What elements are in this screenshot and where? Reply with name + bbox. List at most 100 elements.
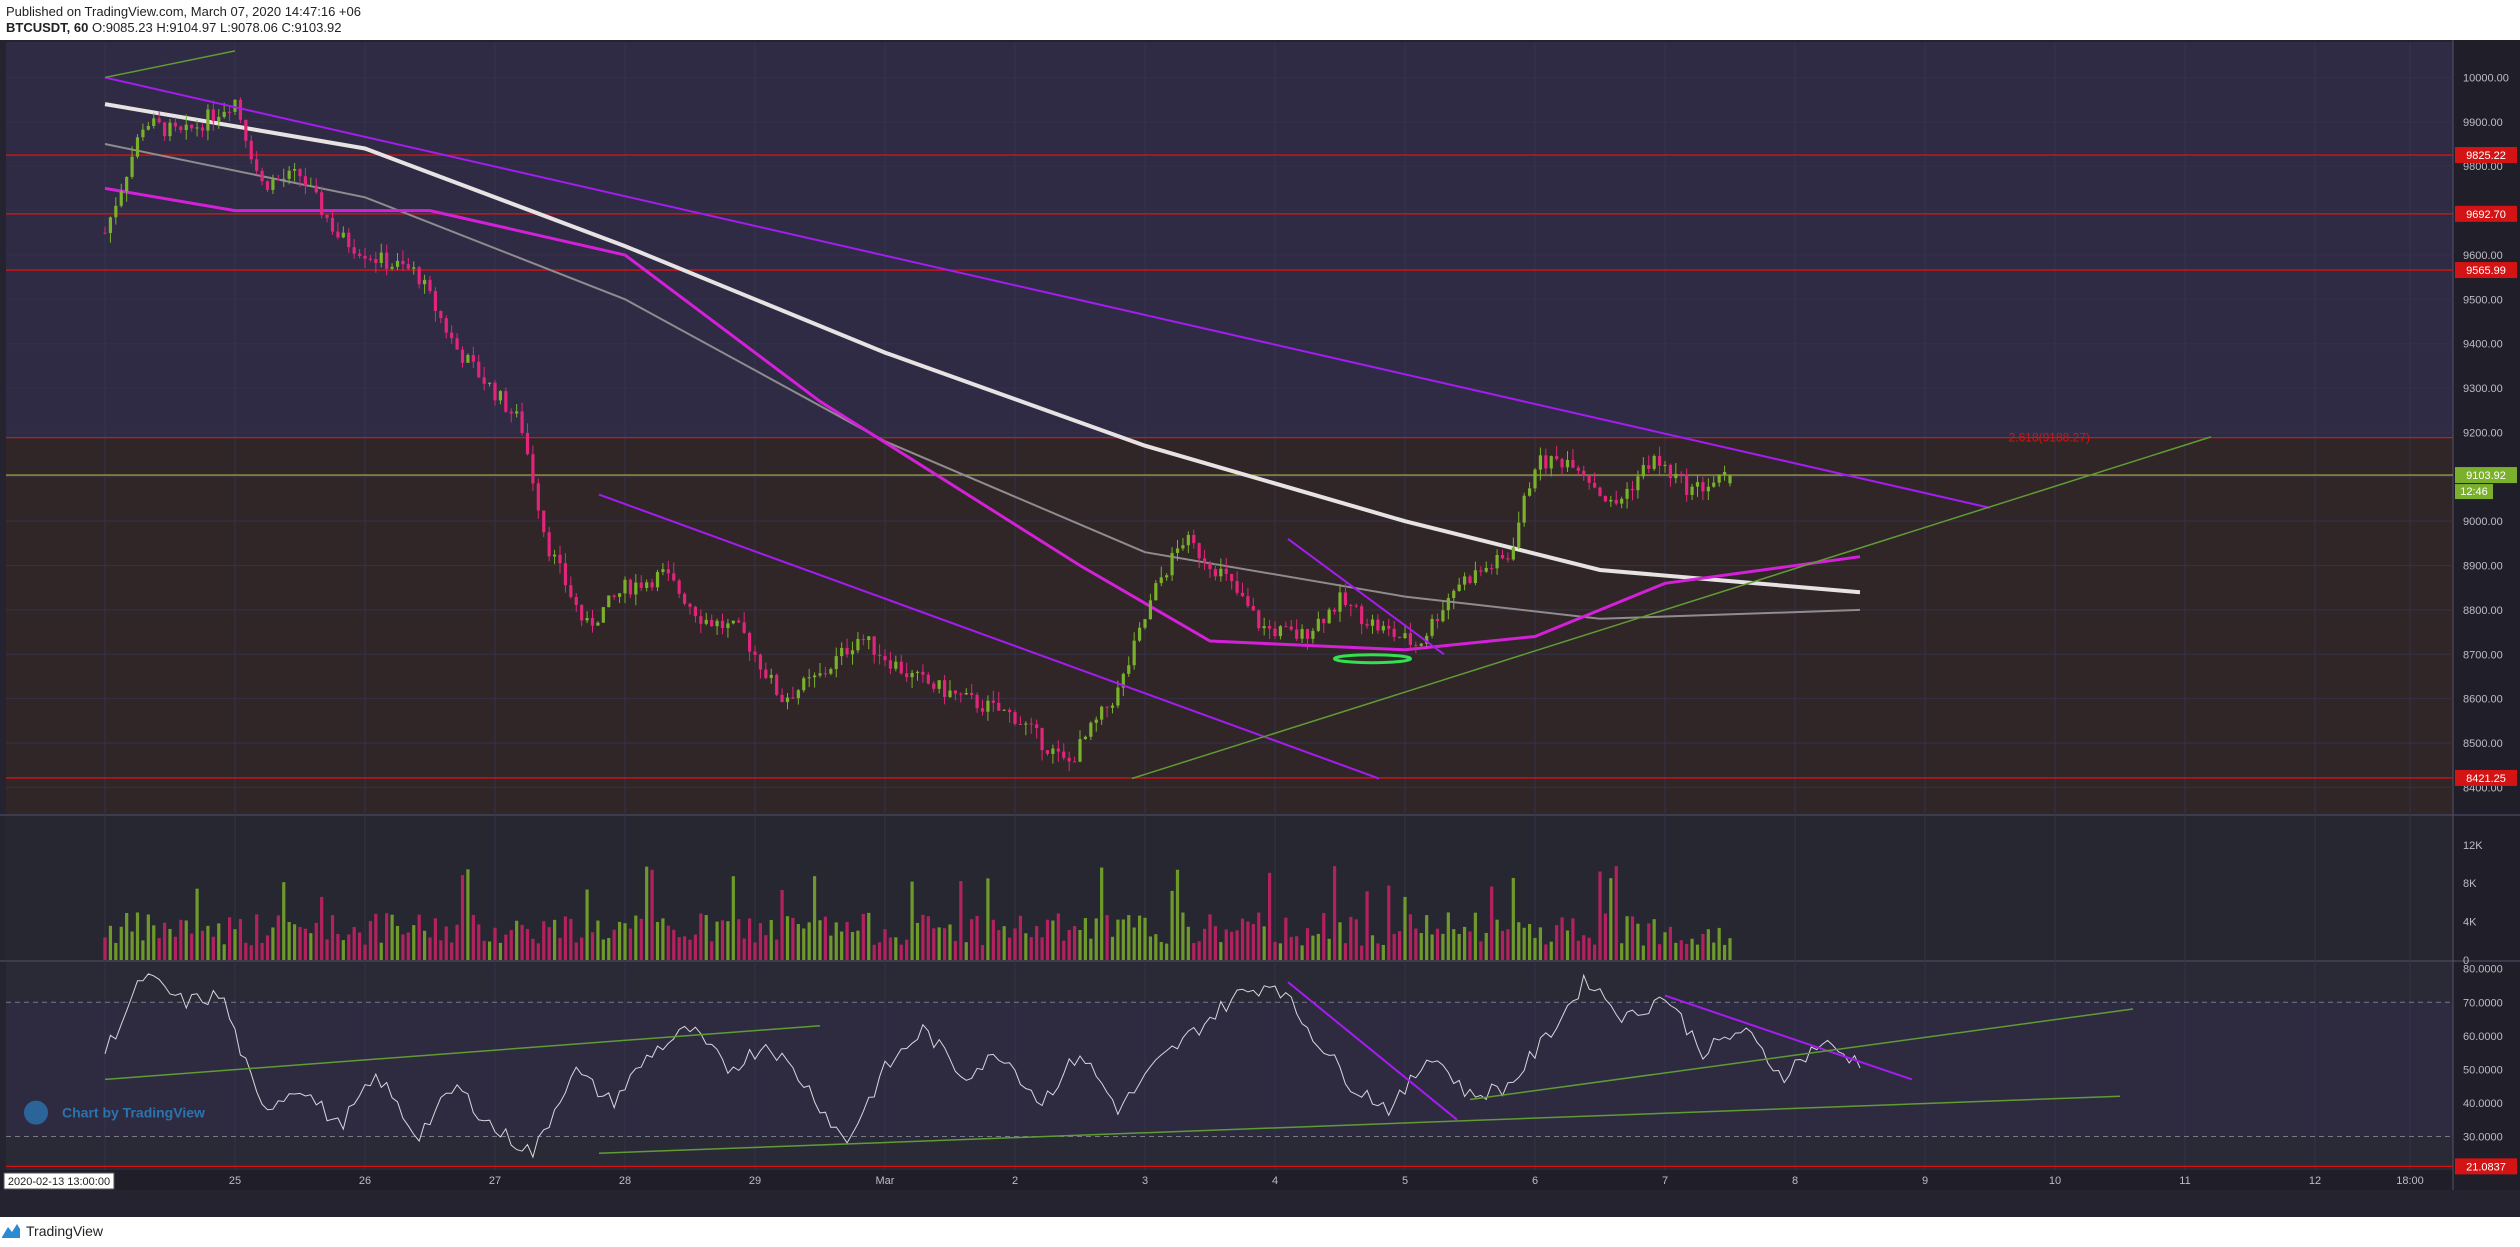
volume-bar	[477, 924, 481, 960]
candle-body	[477, 361, 481, 378]
volume-bar	[1462, 926, 1467, 960]
candle-body	[368, 258, 373, 260]
volume-bar	[385, 913, 389, 960]
volume-bar	[357, 932, 362, 960]
volume-bar	[872, 944, 876, 960]
candle-body	[1235, 581, 1239, 593]
rsi-low-badge	[2455, 1158, 2517, 1175]
volume-bar	[487, 941, 492, 960]
time-axis-tick: 5	[1402, 1175, 1408, 1187]
candle-body	[103, 232, 107, 234]
candle-body	[1576, 467, 1580, 471]
candle-body	[1067, 757, 1071, 762]
candle-body	[525, 432, 530, 455]
candle-body	[861, 639, 865, 641]
volume-bar	[791, 917, 795, 960]
volume-bar	[227, 917, 232, 960]
candle-body	[1278, 626, 1283, 637]
candle-body	[309, 185, 313, 187]
candle-body	[867, 636, 871, 641]
candle-body	[1121, 673, 1125, 688]
candle-body	[179, 126, 183, 131]
volume-bar	[596, 920, 600, 960]
tradingview-logo-icon	[2, 1224, 20, 1238]
candle-body	[617, 593, 622, 597]
volume-bar	[347, 934, 351, 960]
candle-body	[1565, 459, 1570, 468]
candle-body	[1495, 555, 1499, 569]
time-axis-tick: 28	[619, 1175, 631, 1187]
volume-bar	[125, 913, 129, 960]
candle-body	[265, 181, 270, 190]
volume-bar	[244, 942, 248, 960]
candle-body	[1701, 482, 1705, 492]
candle-body	[1343, 592, 1348, 606]
candle-body	[1484, 567, 1488, 572]
cursor-date-text: 2020-02-13 13:00:00	[8, 1176, 110, 1188]
candle-body	[986, 700, 990, 712]
candle-body	[1603, 495, 1608, 502]
volume-bar	[1446, 912, 1450, 960]
rsi-axis-tick: 30.0000	[2463, 1131, 2503, 1143]
volume-bar	[1571, 918, 1575, 960]
candle-body	[1462, 576, 1467, 585]
volume-bar	[1533, 937, 1537, 960]
volume-bar	[1565, 930, 1570, 960]
volume-bar	[1717, 927, 1721, 960]
rsi-axis-tick: 60.0000	[2463, 1031, 2503, 1043]
candle-body	[412, 267, 416, 269]
volume-bar	[753, 942, 757, 960]
candle-body	[1148, 600, 1153, 620]
candle-body	[1679, 473, 1683, 475]
candle-body	[634, 582, 638, 595]
candle-body	[726, 623, 730, 629]
candle-body	[1506, 558, 1510, 560]
ohlc-open: 9085.23	[105, 20, 153, 35]
candle-body	[1663, 464, 1667, 466]
volume-bar	[812, 876, 817, 960]
volume-bar	[1598, 871, 1602, 960]
candle-body	[623, 579, 627, 594]
volume-bar	[1500, 930, 1505, 960]
candle-body	[1251, 606, 1255, 611]
volume-bar	[877, 942, 882, 960]
rsi-trendline	[104, 1024, 821, 1081]
candle-body	[661, 569, 665, 573]
candle-body	[1695, 482, 1700, 487]
volume-bar	[238, 919, 243, 960]
volume-bar	[498, 942, 503, 960]
price-axis-tick: 9000.00	[2463, 516, 2503, 528]
candle-body	[401, 260, 405, 265]
volume-bar	[1175, 869, 1180, 960]
candle-body	[336, 231, 340, 238]
volume-bar	[1609, 878, 1613, 960]
volume-bar	[1408, 914, 1413, 960]
candle-body	[536, 483, 540, 511]
volume-bar	[211, 936, 215, 960]
time-axis-bg	[0, 1170, 2520, 1190]
candle-body	[498, 391, 503, 401]
candle-body	[1262, 626, 1266, 629]
price-label-text: 9565.99	[2466, 265, 2506, 277]
volume-bar	[1473, 912, 1478, 960]
price-chart[interactable]: 10000.009900.009800.009700.009600.009500…	[0, 40, 2520, 1217]
volume-bar	[1284, 917, 1288, 960]
volume-bar	[1354, 919, 1358, 960]
volume-bar	[590, 932, 595, 960]
volume-bar	[1327, 938, 1331, 960]
volume-bar	[861, 913, 865, 960]
candle-body	[1706, 486, 1710, 492]
volume-bar	[693, 934, 698, 960]
footer-brand[interactable]: TradingView	[26, 1223, 104, 1239]
candle-body	[1538, 455, 1543, 470]
candle-body	[1360, 606, 1364, 625]
candle-body	[1674, 473, 1678, 479]
volume-bar	[157, 938, 161, 960]
volume-bar	[1468, 931, 1472, 960]
candle-body	[964, 693, 968, 695]
candle-body	[1002, 709, 1006, 711]
candle-body	[829, 669, 833, 674]
ohlc-high: 9104.97	[169, 20, 217, 35]
volume-bar	[433, 918, 438, 960]
candle-body	[1295, 629, 1299, 639]
